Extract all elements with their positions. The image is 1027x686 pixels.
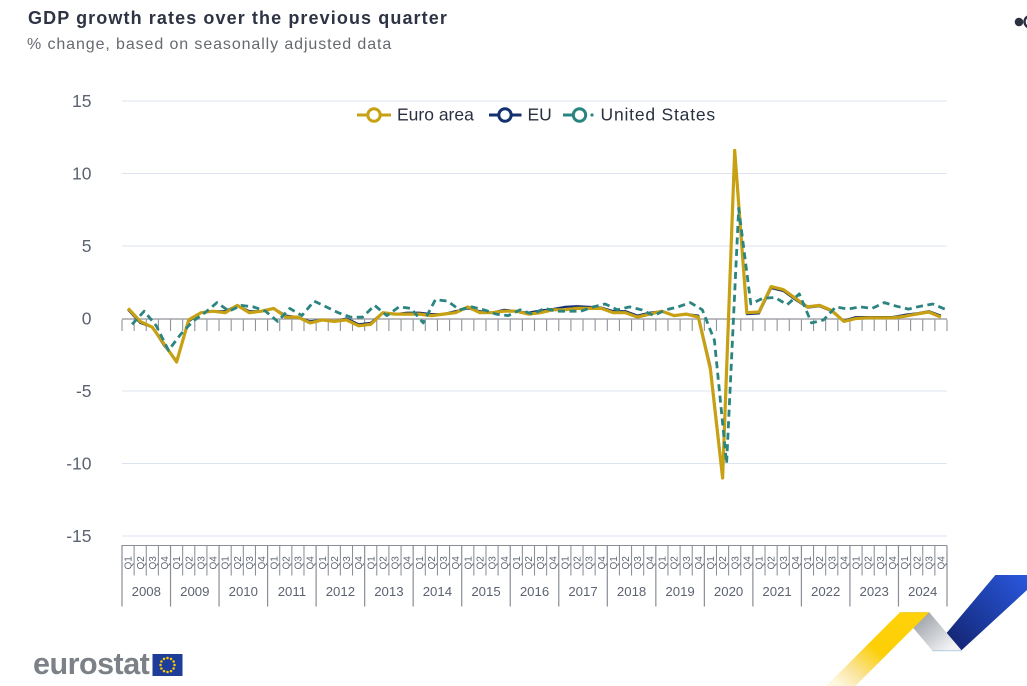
svg-text:Q4: Q4 xyxy=(306,556,317,570)
svg-text:5: 5 xyxy=(82,236,92,256)
svg-text:Q2: Q2 xyxy=(718,556,729,570)
svg-text:Q1: Q1 xyxy=(318,556,329,570)
svg-text:Q3: Q3 xyxy=(197,556,208,570)
svg-text:Q3: Q3 xyxy=(245,556,256,570)
svg-text:-10: -10 xyxy=(66,454,92,474)
svg-text:Q2: Q2 xyxy=(767,556,778,570)
svg-text:Q3: Q3 xyxy=(730,556,741,570)
svg-text:0: 0 xyxy=(82,309,92,329)
svg-text:Q1: Q1 xyxy=(755,556,766,570)
svg-text:2011: 2011 xyxy=(278,584,306,599)
svg-text:Q4: Q4 xyxy=(937,556,948,570)
svg-text:2022: 2022 xyxy=(811,584,840,599)
svg-text:Q1: Q1 xyxy=(706,556,717,570)
svg-text:Q4: Q4 xyxy=(209,556,220,570)
svg-text:Q2: Q2 xyxy=(184,556,195,570)
svg-text:Q2: Q2 xyxy=(573,556,584,570)
svg-text:Q4: Q4 xyxy=(888,556,899,570)
svg-text:2015: 2015 xyxy=(471,584,500,599)
svg-text:2017: 2017 xyxy=(568,584,597,599)
svg-text:Q3: Q3 xyxy=(779,556,790,570)
svg-text:2019: 2019 xyxy=(665,584,694,599)
svg-text:2014: 2014 xyxy=(423,584,452,599)
svg-text:Q2: Q2 xyxy=(281,556,292,570)
svg-text:Q1: Q1 xyxy=(415,556,426,570)
svg-text:Q4: Q4 xyxy=(742,556,753,570)
svg-text:2013: 2013 xyxy=(374,584,403,599)
svg-text:Q3: Q3 xyxy=(294,556,305,570)
svg-text:Q2: Q2 xyxy=(815,556,826,570)
svg-text:Q4: Q4 xyxy=(694,556,705,570)
svg-text:Q3: Q3 xyxy=(585,556,596,570)
svg-text:2020: 2020 xyxy=(714,584,743,599)
svg-text:Q3: Q3 xyxy=(876,556,887,570)
svg-text:Q2: Q2 xyxy=(378,556,389,570)
svg-text:Q1: Q1 xyxy=(269,556,280,570)
svg-text:Q1: Q1 xyxy=(512,556,523,570)
svg-text:2008: 2008 xyxy=(132,584,161,599)
svg-text:-5: -5 xyxy=(76,381,92,401)
svg-text:Q2: Q2 xyxy=(670,556,681,570)
svg-text:Q3: Q3 xyxy=(391,556,402,570)
svg-text:2010: 2010 xyxy=(229,584,258,599)
svg-text:Q4: Q4 xyxy=(354,556,365,570)
svg-text:Q4: Q4 xyxy=(548,556,559,570)
svg-text:Q4: Q4 xyxy=(791,556,802,570)
svg-text:Q3: Q3 xyxy=(342,556,353,570)
svg-text:2016: 2016 xyxy=(520,584,549,599)
svg-text:Q3: Q3 xyxy=(439,556,450,570)
svg-text:Q2: Q2 xyxy=(233,556,244,570)
svg-text:Q4: Q4 xyxy=(840,556,851,570)
svg-text:Q2: Q2 xyxy=(912,556,923,570)
svg-text:Q2: Q2 xyxy=(330,556,341,570)
svg-text:Q2: Q2 xyxy=(427,556,438,570)
svg-text:Q1: Q1 xyxy=(221,556,232,570)
svg-text:2021: 2021 xyxy=(762,584,791,599)
svg-text:Q1: Q1 xyxy=(609,556,620,570)
svg-text:Q2: Q2 xyxy=(864,556,875,570)
svg-text:Q3: Q3 xyxy=(924,556,935,570)
svg-text:Q2: Q2 xyxy=(524,556,535,570)
svg-text:United States: United States xyxy=(601,105,716,125)
svg-text:Q1: Q1 xyxy=(900,556,911,570)
svg-text:Q4: Q4 xyxy=(403,556,414,570)
svg-text:Q4: Q4 xyxy=(645,556,656,570)
svg-text:15: 15 xyxy=(72,91,91,111)
svg-text:Q3: Q3 xyxy=(633,556,644,570)
svg-text:Q3: Q3 xyxy=(536,556,547,570)
svg-text:Q1: Q1 xyxy=(803,556,814,570)
svg-text:2012: 2012 xyxy=(326,584,355,599)
svg-text:Q4: Q4 xyxy=(451,556,462,570)
svg-text:2018: 2018 xyxy=(617,584,646,599)
svg-text:Q1: Q1 xyxy=(852,556,863,570)
svg-text:Q4: Q4 xyxy=(500,556,511,570)
svg-text:2009: 2009 xyxy=(180,584,209,599)
svg-text:2024: 2024 xyxy=(908,584,937,599)
svg-text:Q3: Q3 xyxy=(827,556,838,570)
svg-text:Euro area: Euro area xyxy=(397,105,474,125)
svg-text:Q4: Q4 xyxy=(160,556,171,570)
svg-text:Q3: Q3 xyxy=(148,556,159,570)
svg-text:Q1: Q1 xyxy=(560,556,571,570)
svg-text:Q1: Q1 xyxy=(172,556,183,570)
svg-text:Q1: Q1 xyxy=(463,556,474,570)
svg-text:-15: -15 xyxy=(66,526,91,546)
svg-text:Q2: Q2 xyxy=(476,556,487,570)
svg-text:Q1: Q1 xyxy=(658,556,669,570)
svg-text:EU: EU xyxy=(528,105,552,125)
svg-text:2023: 2023 xyxy=(860,584,889,599)
svg-text:Q4: Q4 xyxy=(597,556,608,570)
svg-text:Q3: Q3 xyxy=(682,556,693,570)
svg-text:Q1: Q1 xyxy=(366,556,377,570)
svg-text:Q3: Q3 xyxy=(488,556,499,570)
svg-text:Q2: Q2 xyxy=(621,556,632,570)
svg-text:Q2: Q2 xyxy=(136,556,147,570)
svg-text:Q4: Q4 xyxy=(257,556,268,570)
svg-text:Q1: Q1 xyxy=(124,556,135,570)
svg-text:10: 10 xyxy=(72,164,92,184)
